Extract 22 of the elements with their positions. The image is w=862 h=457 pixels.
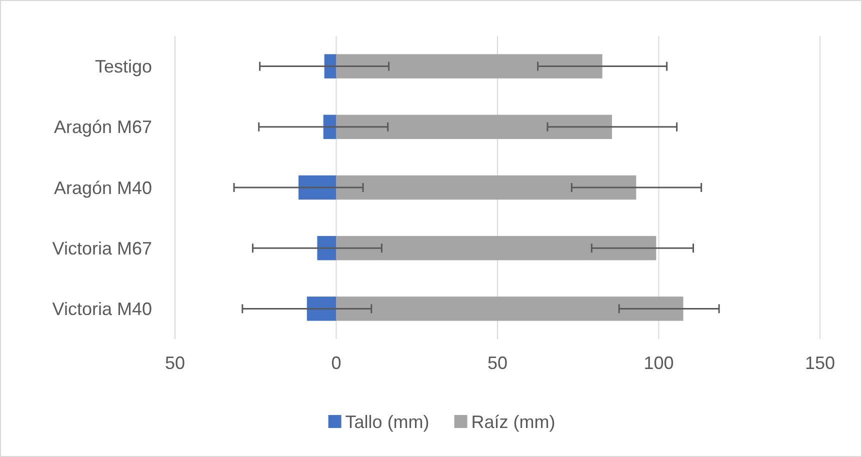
bar (306, 296, 336, 321)
y-tick-label: Victoria M67 (52, 238, 152, 258)
y-tick-label: Victoria M40 (52, 299, 152, 319)
bar (336, 54, 602, 78)
legend-label: Tallo (mm) (345, 412, 430, 432)
bar (336, 114, 612, 140)
bar (317, 236, 336, 260)
bar (298, 175, 336, 200)
bar (323, 114, 336, 140)
x-tick-label: 0 (331, 353, 342, 373)
y-tick-label: Aragón M67 (54, 117, 152, 138)
bar (336, 236, 656, 260)
bar (324, 54, 336, 78)
x-tick-label: 150 (804, 353, 836, 373)
y-tick-label: Aragón M40 (54, 178, 152, 198)
x-tick-label: 50 (164, 353, 186, 373)
bar (336, 296, 684, 321)
x-tick-label: 50 (487, 353, 508, 373)
legend-label: Raíz (mm) (471, 412, 556, 432)
y-tick-label: Testigo (94, 56, 152, 77)
x-tick-label: 100 (644, 353, 674, 373)
bar (336, 175, 636, 200)
